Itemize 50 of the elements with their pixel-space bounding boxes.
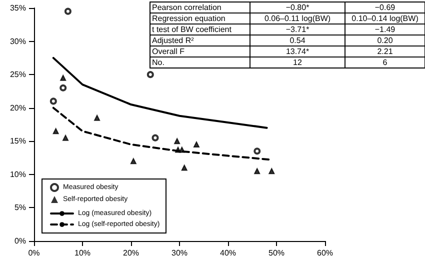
annotation: t test of BW coefficient <box>152 25 232 34</box>
point <box>193 141 200 148</box>
y-tick-label: 30% <box>10 36 26 46</box>
x-tick-label: 30% <box>171 248 188 258</box>
x-tick-label: 50% <box>268 248 285 258</box>
point <box>146 71 154 78</box>
annotation: Adjusted R² <box>152 36 194 45</box>
y-tick-label: 10% <box>10 170 26 179</box>
annotation: 13.74* <box>286 47 310 56</box>
y-tick-label: 35% <box>10 4 26 12</box>
annotation: −3.71* <box>286 25 310 34</box>
annotation: −0.80* <box>286 3 310 12</box>
point <box>52 128 59 134</box>
point <box>181 164 188 171</box>
y-tick-label: 0% <box>14 236 26 246</box>
x-tick-label: 40% <box>220 248 236 258</box>
y-tick-label: 15% <box>10 136 26 146</box>
x-tick-label: 60% <box>316 248 334 258</box>
y-tick-label: 5% <box>14 203 26 212</box>
point <box>254 148 261 155</box>
point <box>94 114 100 121</box>
text: 0.10–0.14 log(BW) <box>352 14 419 23</box>
annotation: 0.54 <box>290 36 306 45</box>
text: 6 <box>382 58 388 67</box>
x-tick-label: 20% <box>122 248 140 258</box>
annotation: 0.06–0.11 log(BW) <box>264 14 331 23</box>
point <box>268 168 275 174</box>
text: 0.20 <box>377 36 394 45</box>
point <box>50 98 57 105</box>
y-tick-label: 25% <box>10 70 26 80</box>
text: −0.69 <box>374 3 396 12</box>
point <box>62 134 69 141</box>
point <box>254 168 260 174</box>
annotation: Regression equation <box>152 14 226 23</box>
x-tick-label: 10% <box>74 248 91 258</box>
text: −1.49 <box>374 25 396 34</box>
point <box>130 158 136 164</box>
point <box>60 74 66 81</box>
x-tick-label: 0% <box>28 248 40 258</box>
annotation: 12 <box>293 58 302 67</box>
point <box>174 138 180 144</box>
annotation: Overall F <box>152 47 185 56</box>
point <box>64 8 72 15</box>
point <box>60 84 67 92</box>
y-tick-label: 20% <box>10 103 26 112</box>
line-series <box>52 56 268 129</box>
annotation: Pearson correlation <box>152 3 222 12</box>
annotation: No. <box>152 58 164 67</box>
text: 2.21 <box>377 47 394 56</box>
point <box>152 134 159 142</box>
